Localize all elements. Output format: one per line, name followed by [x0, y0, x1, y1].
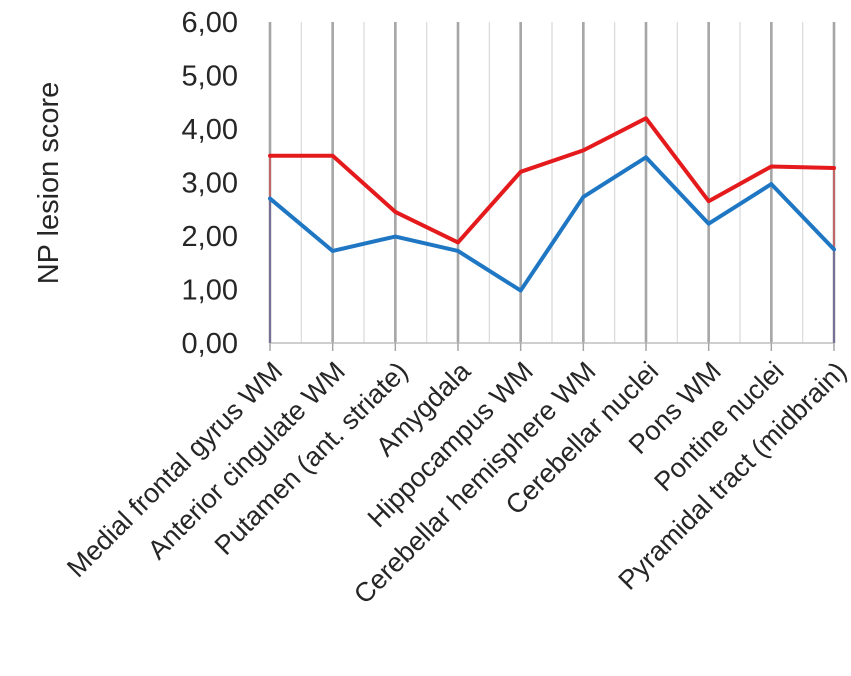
- y-tick-label: 1,00: [182, 275, 238, 307]
- data-point: [707, 222, 710, 225]
- y-tick-label: 3,00: [182, 168, 238, 200]
- y-tick-label: 5,00: [182, 61, 238, 93]
- data-point: [582, 149, 585, 152]
- data-point: [519, 289, 522, 292]
- data-point: [645, 156, 647, 159]
- series-line-2: [268, 155, 836, 293]
- data-point: [707, 200, 710, 203]
- y-tick-label: 0,00: [182, 328, 238, 360]
- y-tick-label: 6,00: [182, 7, 238, 39]
- data-point: [582, 196, 585, 198]
- data-point: [394, 211, 397, 213]
- data-point: [645, 117, 647, 120]
- data-point: [331, 154, 334, 157]
- data-point: [519, 171, 522, 173]
- series-lines: [268, 116, 836, 343]
- y-axis-title: NP lesion score: [33, 82, 65, 285]
- series-line-1: [268, 116, 836, 245]
- data-point: [331, 250, 334, 252]
- data-point: [394, 235, 397, 238]
- data-point: [457, 250, 459, 252]
- data-point: [770, 183, 773, 185]
- y-tick-label: 4,00: [182, 114, 238, 146]
- data-point: [770, 165, 773, 168]
- y-axis-ticks: 0,00 1,00 2,00 3,00 4,00 5,00 6,00: [182, 7, 238, 360]
- grid: [268, 22, 836, 351]
- y-tick-label: 2,00: [182, 221, 238, 253]
- data-point: [457, 241, 459, 244]
